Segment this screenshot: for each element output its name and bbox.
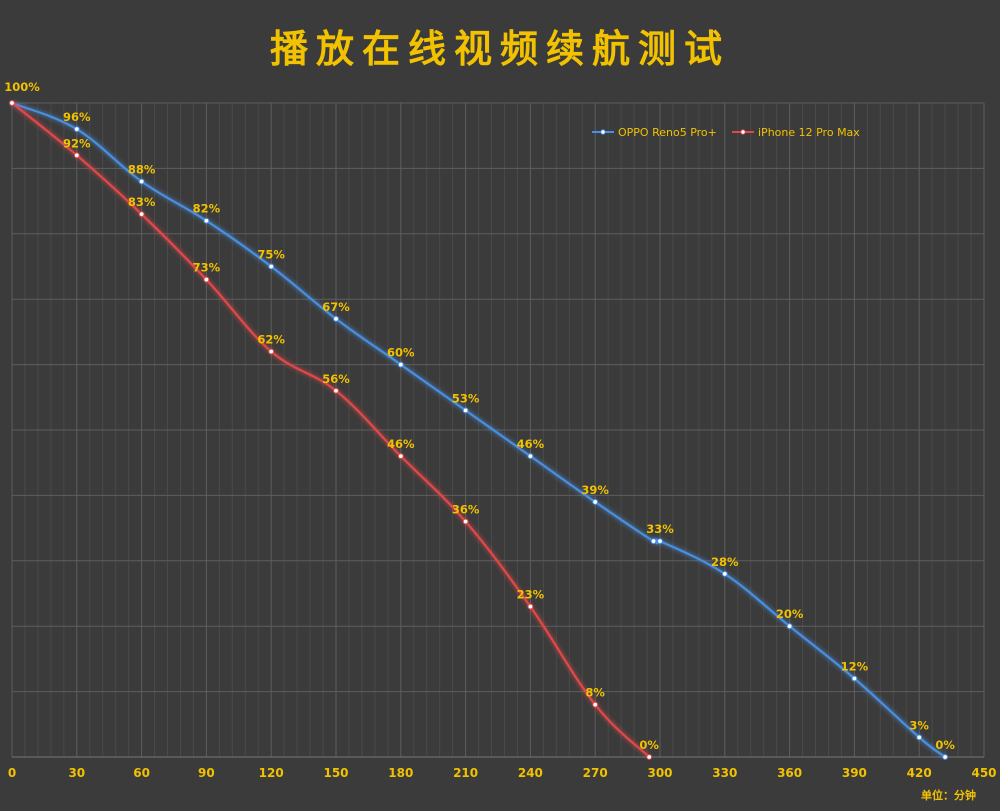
data-point bbox=[73, 152, 80, 159]
series-iphone-12-pro-max bbox=[9, 100, 653, 760]
data-label: 62% bbox=[257, 333, 285, 347]
data-label: 53% bbox=[452, 391, 480, 405]
data-label: 83% bbox=[128, 195, 156, 209]
x-tick-label: 150 bbox=[323, 766, 348, 780]
legend-item: iPhone 12 Pro Max bbox=[732, 126, 860, 139]
data-point bbox=[333, 387, 339, 394]
x-tick-label: 450 bbox=[971, 766, 996, 780]
data-label: 100% bbox=[4, 80, 40, 94]
x-axis: 0 30 60 90 120 150 180 210 240 270 300 330 360 390 420… bbox=[8, 766, 997, 780]
unit-label: 单位：分钟 bbox=[921, 789, 976, 802]
data-label: 82% bbox=[193, 202, 221, 216]
data-point bbox=[73, 126, 80, 133]
series-group bbox=[9, 100, 949, 760]
legend-swatch-marker bbox=[600, 129, 606, 135]
data-point bbox=[333, 315, 339, 322]
data-point bbox=[646, 754, 653, 760]
data-point bbox=[203, 276, 210, 283]
data-point bbox=[138, 211, 145, 218]
data-point bbox=[138, 178, 145, 185]
data-label: 20% bbox=[776, 607, 804, 621]
data-point bbox=[721, 570, 728, 577]
grid bbox=[11, 102, 985, 758]
data-label: 0% bbox=[639, 738, 659, 752]
data-point bbox=[650, 538, 657, 545]
data-point bbox=[397, 361, 404, 368]
data-point bbox=[203, 217, 210, 224]
data-point bbox=[268, 263, 275, 270]
legend-label: OPPO Reno5 Pro+ bbox=[618, 126, 717, 139]
data-label: 23% bbox=[517, 588, 545, 602]
data-point bbox=[592, 701, 599, 708]
data-point bbox=[462, 407, 469, 414]
data-point bbox=[268, 348, 275, 355]
data-label: 75% bbox=[257, 248, 285, 262]
data-point bbox=[916, 734, 923, 741]
data-label: 8% bbox=[585, 686, 605, 700]
x-tick-label: 270 bbox=[583, 766, 608, 780]
data-point bbox=[657, 538, 663, 545]
legend-item: OPPO Reno5 Pro+ bbox=[592, 126, 717, 139]
data-label: 3% bbox=[909, 718, 929, 732]
x-tick-label: 240 bbox=[518, 766, 543, 780]
data-point bbox=[786, 623, 793, 630]
data-label: 67% bbox=[322, 300, 350, 314]
series-oppo-reno5-pro-plus bbox=[9, 100, 949, 760]
x-tick-label: 330 bbox=[712, 766, 737, 780]
chart-title: 播放在线视频续航测试 bbox=[269, 27, 730, 71]
data-point bbox=[462, 518, 469, 525]
data-label: 28% bbox=[711, 555, 739, 569]
data-label: 92% bbox=[63, 136, 91, 150]
legend: OPPO Reno5 Pro+ iPhone 12 Pro Max bbox=[592, 126, 860, 139]
data-point bbox=[527, 453, 534, 460]
data-label: 60% bbox=[387, 346, 415, 360]
x-tick-label: 300 bbox=[647, 766, 672, 780]
x-tick-label: 90 bbox=[198, 766, 215, 780]
data-point bbox=[851, 675, 858, 682]
data-label: 56% bbox=[322, 372, 350, 386]
data-label: 88% bbox=[128, 162, 156, 176]
data-point bbox=[527, 603, 534, 610]
data-label: 33% bbox=[646, 522, 674, 536]
data-point bbox=[942, 754, 949, 760]
data-label: 46% bbox=[517, 437, 545, 451]
x-tick-label: 180 bbox=[388, 766, 413, 780]
x-tick-label: 30 bbox=[68, 766, 85, 780]
x-tick-label: 390 bbox=[842, 766, 867, 780]
x-tick-label: 360 bbox=[777, 766, 802, 780]
data-point bbox=[592, 499, 599, 505]
data-label: 96% bbox=[63, 110, 91, 124]
data-point bbox=[397, 453, 404, 460]
x-tick-label: 420 bbox=[907, 766, 932, 780]
data-label: 36% bbox=[452, 503, 480, 517]
data-label: 0% bbox=[935, 738, 955, 752]
data-label: 12% bbox=[841, 660, 869, 674]
data-point bbox=[9, 100, 15, 106]
data-labels: 100% 96% 88% 82% 75% 67% 60% 53% 46% 39% 33% 28% 20%… bbox=[4, 80, 955, 752]
legend-label: iPhone 12 Pro Max bbox=[758, 126, 860, 139]
legend-swatch-marker bbox=[740, 129, 746, 135]
data-label: 73% bbox=[193, 261, 221, 275]
x-tick-label: 120 bbox=[259, 766, 284, 780]
data-label: 39% bbox=[581, 483, 609, 497]
x-tick-label: 60 bbox=[133, 766, 150, 780]
x-tick-label: 210 bbox=[453, 766, 478, 780]
data-label: 46% bbox=[387, 437, 415, 451]
x-tick-label: 0 bbox=[8, 766, 16, 780]
